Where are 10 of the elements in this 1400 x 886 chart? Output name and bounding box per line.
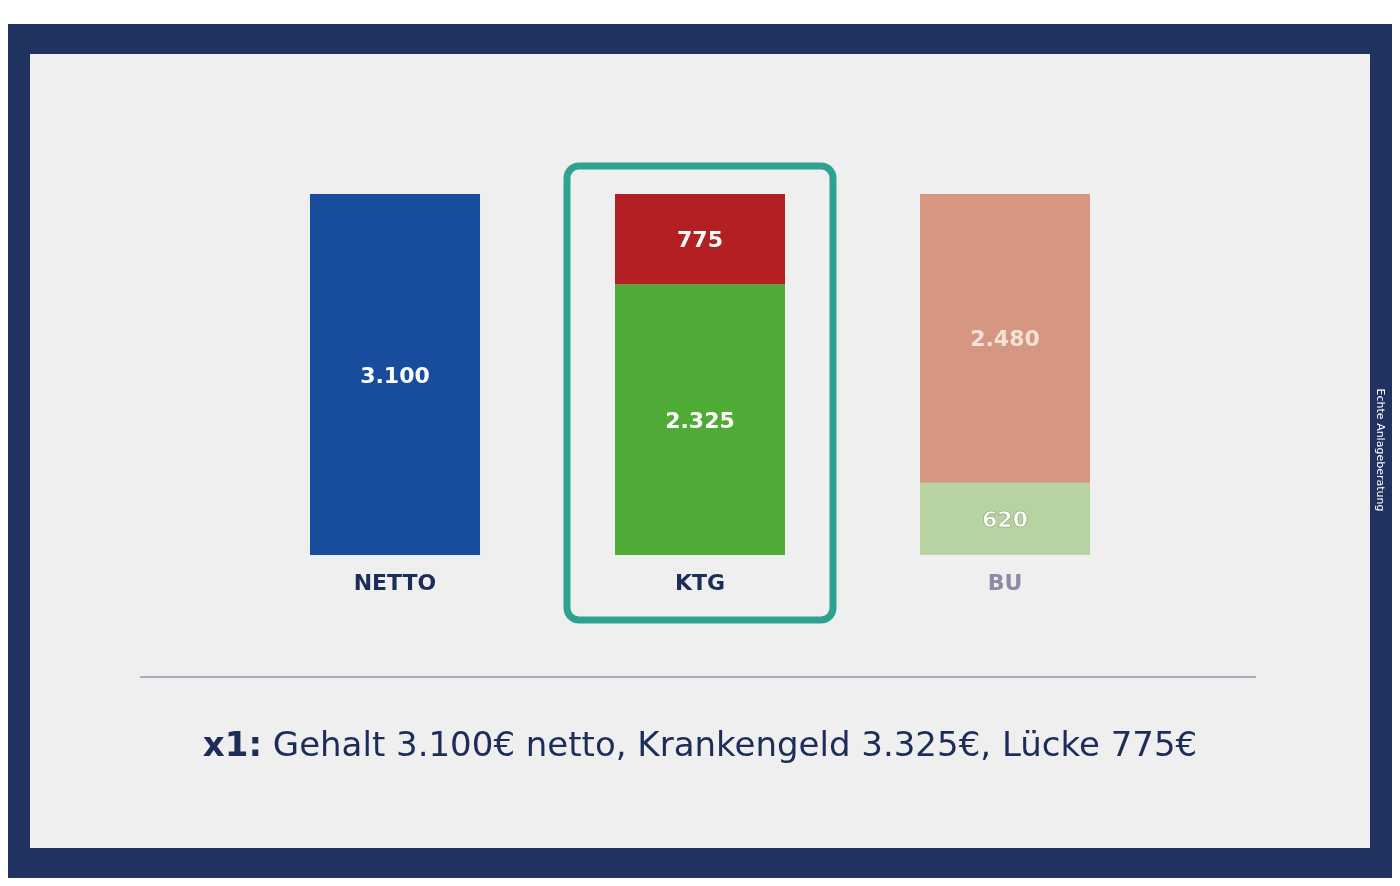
- data-label: 3.100: [360, 362, 430, 388]
- x-tick-label: KTG: [674, 570, 726, 595]
- x-tick-label: NETTO: [353, 570, 437, 595]
- text: x1: Gehalt 3.100€ netto, Krankengeld 3.325€, Lücke 775€: [202, 724, 1198, 764]
- data-label: 2.480: [970, 326, 1040, 352]
- x-tick-label: BU: [987, 570, 1023, 595]
- data-label: 2.325: [665, 407, 735, 433]
- data-label: 775: [677, 227, 723, 253]
- data-label: 620: [982, 506, 1028, 532]
- text: Echte Anlageberatung: [1374, 388, 1387, 512]
